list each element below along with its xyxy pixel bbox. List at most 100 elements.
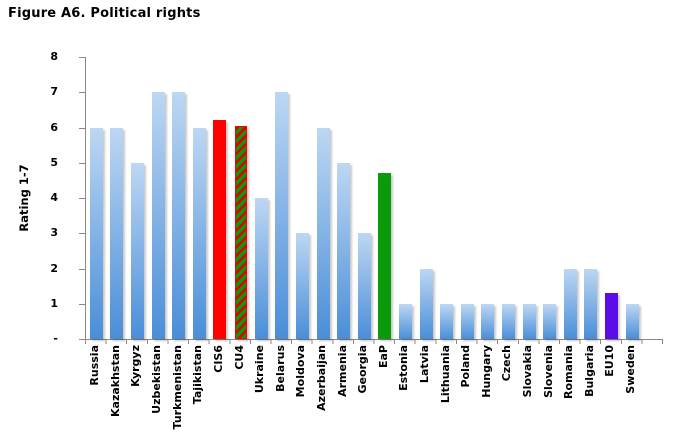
x-label-slot: Sweden <box>621 345 642 440</box>
bar-lithuania <box>440 303 454 339</box>
bar-slot <box>333 57 354 339</box>
bar-poland <box>460 303 474 339</box>
bar-armenia <box>337 162 351 339</box>
bar-slot <box>230 57 251 339</box>
x-label-slot: Armenia <box>332 345 353 440</box>
x-label-kyrgyz: Kyrgyz <box>129 345 143 387</box>
x-label-turkmenistan: Turkmenistan <box>170 345 184 430</box>
x-label-slot: Latvia <box>415 345 436 440</box>
bar-eap <box>378 173 392 339</box>
bar-slot <box>107 57 128 339</box>
bar-tajikistan <box>192 127 206 339</box>
plot-area <box>79 57 663 340</box>
y-tick-label: 8 <box>50 50 58 63</box>
x-label-slot: Hungary <box>477 345 498 440</box>
bar-slot <box>395 57 416 339</box>
bar-slot <box>86 57 107 339</box>
bar-slot <box>127 57 148 339</box>
x-label-slot: Czech <box>497 345 518 440</box>
x-label-slot: Tajikistan <box>188 345 209 440</box>
bar-uzbekistan <box>151 92 165 339</box>
x-axis-labels: Russia Kazakhstan Kyrgyz Uzbekistan Turkmeni… <box>85 345 641 440</box>
x-label-poland: Poland <box>459 345 473 388</box>
x-label-uzbekistan: Uzbekistan <box>150 345 164 414</box>
x-label-romania: Romania <box>562 345 576 399</box>
bar-ukraine <box>254 198 268 339</box>
bar-sweden <box>625 303 639 339</box>
bar-kazakhstan <box>110 127 124 339</box>
bar-slot <box>251 57 272 339</box>
bar-slot <box>478 57 499 339</box>
x-label-cu4: CU4 <box>232 345 246 370</box>
bars-container <box>86 57 642 339</box>
bar-bulgaria <box>584 268 598 339</box>
bar-slot <box>354 57 375 339</box>
bar-cu4 <box>234 125 247 339</box>
bar-slot <box>148 57 169 339</box>
bar-kyrgyz <box>131 162 145 339</box>
bar-belarus <box>275 92 289 339</box>
x-label-slot: EU10 <box>600 345 621 440</box>
x-label-kazakhstan: Kazakhstan <box>108 345 122 417</box>
x-label-slot: Poland <box>456 345 477 440</box>
x-label-slot: Azerbaijan <box>312 345 333 440</box>
bar-georgia <box>357 233 371 339</box>
x-label-russia: Russia <box>88 345 102 386</box>
x-label-slot: CIS6 <box>209 345 230 440</box>
y-tick-label: 6 <box>50 120 58 134</box>
y-tick-mark <box>79 268 85 270</box>
x-label-bulgaria: Bulgaria <box>582 345 596 397</box>
y-tick-mark <box>79 162 85 164</box>
y-tick-mark <box>79 198 85 199</box>
x-label-slot: CU4 <box>229 345 250 440</box>
x-label-estonia: Estonia <box>397 345 411 391</box>
x-label-georgia: Georgia <box>356 345 370 394</box>
x-label-slot: Kyrgyz <box>126 345 147 440</box>
bar-slot <box>210 57 231 339</box>
bar-czech <box>501 303 515 339</box>
x-label-ukraine: Ukraine <box>253 345 267 394</box>
bar-slovakia <box>522 303 536 339</box>
bar-turkmenistan <box>172 92 186 339</box>
y-axis-tick-labels: 8 7 6 5 4 3 2 1 - <box>0 50 58 345</box>
bar-estonia <box>398 303 412 339</box>
bar-russia <box>89 127 103 339</box>
bar-slot <box>560 57 581 339</box>
y-tick-mark <box>79 127 85 129</box>
x-label-moldova: Moldova <box>294 345 308 398</box>
bar-slot <box>168 57 189 339</box>
y-tick-label: 1 <box>50 296 58 310</box>
y-tick-mark <box>79 57 85 58</box>
x-label-slot: Slovenia <box>538 345 559 440</box>
y-tick-label: 2 <box>50 261 58 275</box>
y-tick-label: - <box>53 332 58 345</box>
chart-title: Figure A6. Political rights <box>8 6 201 21</box>
bar-slovenia <box>543 303 557 339</box>
x-label-slot: Uzbekistan <box>147 345 168 440</box>
bar-azerbaijan <box>316 127 330 339</box>
x-label-eu10: EU10 <box>603 345 617 377</box>
x-label-sweden: Sweden <box>624 345 638 394</box>
x-label-slot: Ukraine <box>250 345 271 440</box>
x-label-slovenia: Slovenia <box>541 345 555 398</box>
y-tick-mark <box>79 92 85 94</box>
x-label-slot: Turkmenistan <box>167 345 188 440</box>
x-label-azerbaijan: Azerbaijan <box>314 345 328 411</box>
x-label-slot: Kazakhstan <box>106 345 127 440</box>
y-tick-mark <box>79 233 85 235</box>
y-tick-label: 4 <box>50 191 58 204</box>
bar-moldova <box>295 233 309 339</box>
bar-slot <box>498 57 519 339</box>
x-label-slot: Belarus <box>270 345 291 440</box>
x-label-slot: Russia <box>85 345 106 440</box>
bar-slot <box>581 57 602 339</box>
y-tick-label: 7 <box>50 85 58 99</box>
bar-slot <box>375 57 396 339</box>
bar-slot <box>189 57 210 339</box>
x-label-tajikistan: Tajikistan <box>191 345 205 405</box>
bar-cis6 <box>213 120 227 339</box>
x-label-hungary: Hungary <box>479 345 493 398</box>
y-tick-mark <box>79 303 85 305</box>
x-label-eap: EaP <box>376 345 390 368</box>
